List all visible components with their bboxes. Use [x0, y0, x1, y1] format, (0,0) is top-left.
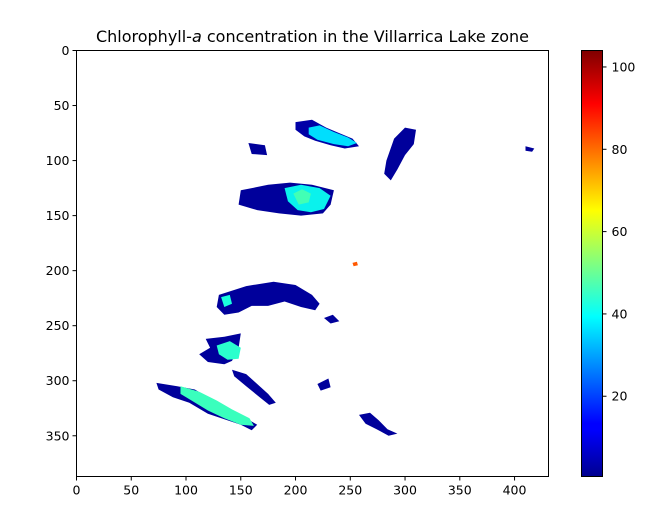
heatmap-region — [359, 412, 398, 436]
y-tick-label: 100 — [46, 153, 70, 168]
heatmap-region — [352, 261, 358, 267]
x-tick-label: 150 — [229, 483, 253, 498]
colorbar-tick-label: 60 — [612, 224, 628, 239]
heatmap-region — [308, 125, 357, 147]
heatmap-region — [232, 369, 276, 405]
colorbar-tick-label: 40 — [612, 306, 628, 321]
colorbar-tick-label: 80 — [612, 142, 628, 157]
x-tick-label: 200 — [284, 483, 308, 498]
title-part-after: concentration in the Villarrica Lake zon… — [202, 27, 529, 46]
x-tick-label: 50 — [123, 483, 139, 498]
y-axis: 0 50 100 150 200 250 300 350 — [46, 43, 77, 443]
y-tick-label: 200 — [46, 263, 70, 278]
colorbar-axis: 20 40 60 80 100 — [602, 59, 636, 404]
title-part-italic: a — [192, 27, 202, 46]
x-axis: 0 50 100 150 200 250 300 350 400 — [73, 476, 527, 498]
chart-title: Chlorophyll-a concentration in the Villa… — [96, 27, 529, 46]
title-part-before: Chlorophyll- — [96, 27, 192, 46]
x-tick-label: 0 — [73, 483, 81, 498]
heatmap-region — [384, 127, 416, 181]
y-tick-label: 250 — [46, 318, 70, 333]
heatmap-region — [317, 378, 331, 391]
plot-frame — [76, 50, 549, 477]
x-tick-label: 350 — [448, 483, 472, 498]
heatmap-region — [248, 143, 268, 156]
x-tick-label: 250 — [338, 483, 362, 498]
y-tick-label: 0 — [62, 43, 70, 58]
colorbar — [581, 50, 603, 477]
heatmap-region — [180, 386, 254, 426]
x-tick-label: 100 — [174, 483, 198, 498]
heatmap-region — [216, 281, 320, 315]
x-tick-label: 300 — [393, 483, 417, 498]
y-tick-label: 50 — [54, 98, 70, 113]
colorbar-tick-label: 20 — [612, 389, 628, 404]
heatmap-regions — [156, 119, 535, 436]
y-tick-label: 150 — [46, 208, 70, 223]
colorbar-tick-label: 100 — [612, 59, 636, 74]
y-tick-label: 300 — [46, 373, 70, 388]
heatmap-region — [525, 146, 535, 152]
heatmap-region — [293, 189, 311, 205]
heatmap-region — [221, 294, 232, 307]
y-tick-label: 350 — [46, 428, 70, 443]
heatmap-region — [216, 341, 241, 360]
heatmap-region — [324, 314, 340, 324]
x-tick-label: 400 — [503, 483, 527, 498]
